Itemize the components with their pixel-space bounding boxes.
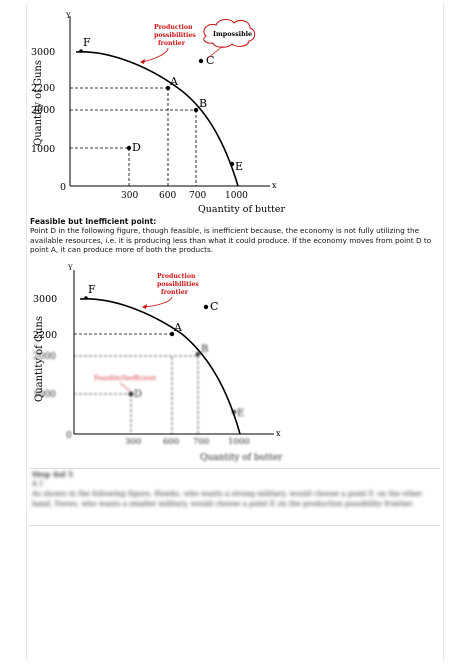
point-c-label: C xyxy=(206,54,214,67)
section-heading: Feasible but Inefficient point: xyxy=(30,217,157,226)
point-c xyxy=(198,58,204,64)
point-d-label: D xyxy=(132,141,141,154)
ppf-annotation-line1: Production xyxy=(154,24,193,31)
ppf-curve xyxy=(75,51,239,187)
impossible-label: Impossible xyxy=(213,30,252,38)
point-f-label: F xyxy=(83,36,91,49)
point-f-label: F xyxy=(88,283,96,296)
x-tick-700: 700 xyxy=(193,437,209,447)
y-axis-label: Quantity of Guns xyxy=(34,316,45,402)
y-tick-2200: 2200 xyxy=(31,83,55,94)
y-tick-1000: 1000 xyxy=(31,144,55,155)
point-e xyxy=(229,161,235,167)
point-d-label: D xyxy=(134,389,142,400)
point-f xyxy=(79,49,83,53)
ppf-curve xyxy=(79,298,241,435)
x-tick-300: 300 xyxy=(125,437,141,447)
section-paragraph: Point D in the following figure, though … xyxy=(30,226,432,255)
inefficient-label: Feasible/Inefficient xyxy=(94,374,157,382)
y-tick-2000: 2000 xyxy=(33,352,56,362)
ppf-chart-1: Y x Quantity of Guns 3000 2200 2000 1000… xyxy=(31,12,285,215)
blurred-substep: 4.1 xyxy=(32,479,44,488)
ppf-figure-2: Y x Quantity of Guns 3000 2200 2000 1000… xyxy=(30,262,290,472)
x-axis-label: Quantity of butter xyxy=(198,204,285,215)
ppf-annotation-line2: possibilities xyxy=(157,281,199,288)
blurred-line-2: hand, Doves, who wants a smaller militar… xyxy=(32,499,414,508)
point-b xyxy=(195,351,201,357)
y-axis-letter: Y xyxy=(65,12,71,20)
y-tick-2000: 2000 xyxy=(31,105,55,116)
point-a xyxy=(169,331,175,337)
point-e-label: E xyxy=(237,408,244,419)
y-tick-3000: 3000 xyxy=(31,47,55,58)
page-frame xyxy=(26,4,444,660)
point-d xyxy=(126,145,132,151)
y-tick-2200: 2200 xyxy=(33,330,57,341)
y-tick-1000: 1000 xyxy=(33,390,56,400)
point-c-label: C xyxy=(210,300,218,313)
point-d xyxy=(128,391,134,397)
point-e-label: E xyxy=(235,160,243,173)
point-c xyxy=(203,304,209,310)
blurred-solution-box xyxy=(30,468,440,526)
x-tick-700: 700 xyxy=(189,191,206,201)
blurred-step-title: Step 4of 5 xyxy=(32,470,74,479)
point-b-label: B xyxy=(199,97,207,110)
x-tick-1000: 1000 xyxy=(225,191,248,201)
impossible-cloud xyxy=(203,19,256,48)
x-axis-label: Quantity of butter xyxy=(200,453,283,463)
point-f xyxy=(84,296,88,300)
y-tick-0: 0 xyxy=(60,182,66,193)
point-a-label: A xyxy=(169,75,179,88)
x-tick-600: 600 xyxy=(163,437,179,447)
y-tick-3000: 3000 xyxy=(33,294,57,305)
blurred-line-1: As shown in the following figure, Hawks,… xyxy=(32,489,423,498)
x-axis-letter: x xyxy=(276,429,281,438)
ppf-chart-2: Y x Quantity of Guns 3000 2200 2000 1000… xyxy=(33,264,283,463)
point-b xyxy=(193,107,199,113)
point-a xyxy=(165,85,171,91)
point-b-label: B xyxy=(201,344,208,355)
x-tick-1000: 1000 xyxy=(228,437,250,447)
ppf-annotation-line2: possibilities xyxy=(154,32,196,39)
point-a-label: A xyxy=(173,321,183,334)
x-axis-letter: x xyxy=(272,181,277,190)
x-tick-300: 300 xyxy=(121,191,138,201)
y-axis-label: Quantity of Guns xyxy=(33,60,44,146)
ppf-annotation-line1: Production xyxy=(157,273,196,280)
ppf-annotation-arrow xyxy=(141,47,169,63)
ppf-annotation-line3: frontier xyxy=(161,289,189,296)
ppf-figure-1: Y x Quantity of Guns 3000 2200 2000 1000… xyxy=(28,6,288,216)
ppf-annotation-line3: frontier xyxy=(158,40,186,47)
y-axis-letter: Y xyxy=(67,264,73,272)
y-tick-0: 0 xyxy=(66,431,72,441)
x-tick-600: 600 xyxy=(159,191,176,201)
